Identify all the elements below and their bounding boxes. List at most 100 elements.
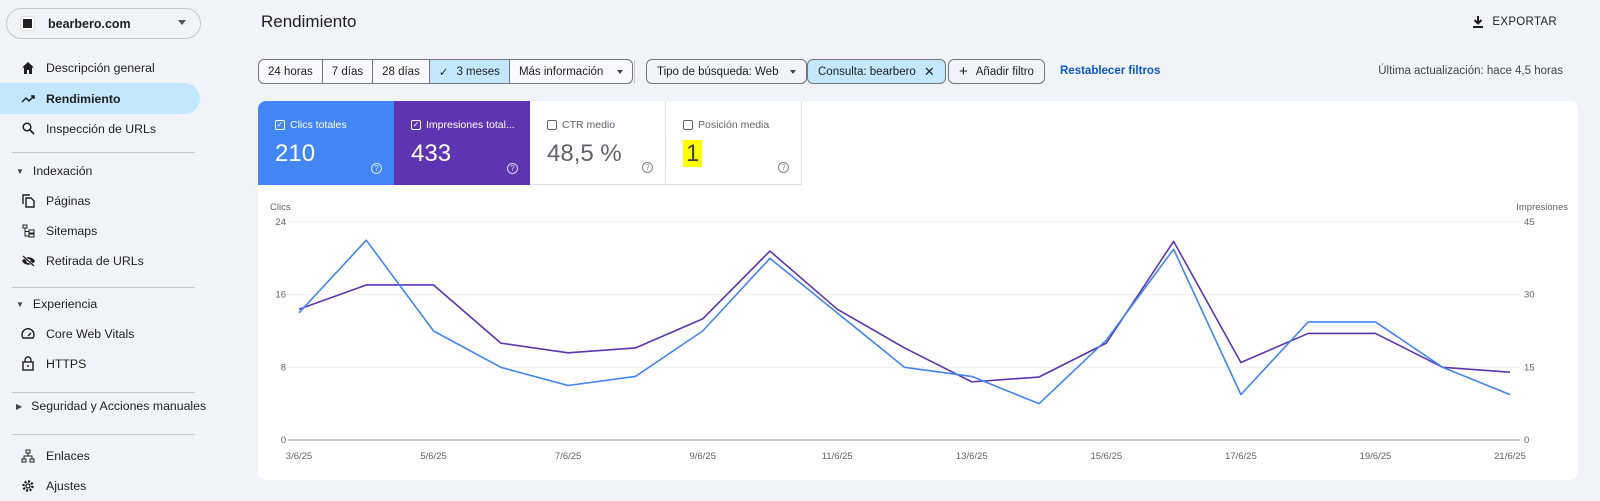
performance-chart[interactable]: 0 8 16 24 0 15 30 45 Clics Impresiones 3/6/25 5/6/2… [258,195,1578,480]
divider [12,434,195,435]
metric-ctr[interactable]: CTR medio 48,5 % ? [530,101,666,185]
metric-position[interactable]: Posición media 1 ? [666,101,802,185]
more-info-dropdown[interactable]: Más información [510,60,632,83]
nav-label: Rendimiento [46,91,121,106]
metric-clicks[interactable]: ✓ Clics totales 210 ? [258,101,394,185]
caret-down-icon: ▼ [16,166,24,176]
x-tick: 5/6/25 [420,451,446,462]
y-tick-left: 8 [281,362,286,373]
date-range-selector: 24 horas 7 días 28 días ✓ 3 meses Más inf… [258,59,634,84]
nav-core-web-vitals[interactable]: Core Web Vitals [0,318,200,349]
nav-label: Retirada de URLs [46,253,144,268]
export-label: EXPORTAR [1492,15,1557,28]
page-title: Rendimiento [261,12,357,31]
nav-retirada-urls[interactable]: Retirada de URLs [0,245,200,276]
divider [12,392,195,393]
query-filter-chip[interactable]: Consulta: bearbero ✕ [807,59,946,84]
help-icon[interactable]: ? [371,163,382,174]
nav-label: Enlaces [46,448,90,463]
gear-icon [20,478,36,494]
divider [12,152,195,153]
range-label: 3 meses [456,65,500,78]
plus-icon: + [959,63,968,80]
close-icon[interactable]: ✕ [923,63,935,79]
caret-right-icon: ▶ [16,401,23,411]
x-tick: 3/6/25 [286,451,312,462]
y-tick-left: 16 [275,290,286,301]
nav-inspeccion-urls[interactable]: Inspección de URLs [0,113,200,144]
y-tick-right: 0 [1524,435,1529,446]
nav-descripcion-general[interactable]: Descripción general [0,52,200,83]
property-selector[interactable]: bearbero.com [6,8,201,39]
checkbox-checked-icon[interactable]: ✓ [411,120,421,130]
nav-enlaces[interactable]: Enlaces [0,440,200,471]
section-experiencia[interactable]: ▼ Experiencia [16,297,97,311]
section-indexacion[interactable]: ▼ Indexación [16,164,92,178]
more-label: Más información [518,65,604,78]
chip-label: Añadir filtro [975,65,1034,78]
metric-value: 433 [411,140,452,167]
trending-up-icon [20,91,36,107]
range-7d[interactable]: 7 días [323,60,374,83]
range-28d[interactable]: 28 días [373,60,430,83]
download-icon [1473,16,1484,28]
y-axis-label-right: Impresiones [1516,202,1568,213]
nav-https[interactable]: HTTPS [0,348,200,379]
nav-label: Sitemaps [46,223,98,238]
chevron-down-icon [178,20,186,25]
help-icon[interactable]: ? [507,163,518,174]
nav-ajustes[interactable]: Ajustes [0,470,200,501]
nav-label: Ajustes [46,478,87,493]
y-tick-right: 45 [1524,217,1535,228]
caret-down-icon: ▼ [16,299,24,309]
checkbox-unchecked-icon[interactable] [547,120,557,130]
export-button[interactable]: EXPORTAR [1472,15,1557,28]
chip-label: Tipo de búsqueda: Web [657,65,779,78]
nav-paginas[interactable]: Páginas [0,185,200,216]
metric-impressions[interactable]: ✓ Impresiones total... 433 ? [394,101,530,185]
metric-value: 210 [275,140,316,167]
metric-label: Impresiones total... [426,119,515,131]
x-tick: 9/6/25 [689,451,715,462]
section-label: Experiencia [32,297,98,311]
metric-label: Posición media [698,119,770,131]
x-tick: 11/6/25 [822,451,853,462]
section-label: Indexación [32,164,93,178]
series-line-clics [298,239,1511,405]
speedometer-icon [20,326,36,342]
section-seguridad[interactable]: ▶ Seguridad y Acciones manuales [16,399,206,413]
y-axis-label-left: Clics [270,202,291,213]
add-filter-button[interactable]: + Añadir filtro [948,59,1045,84]
y-tick-left: 0 [281,435,286,446]
checkbox-unchecked-icon[interactable] [683,120,693,130]
nav-label: Descripción general [46,60,155,75]
search-type-filter[interactable]: Tipo de búsqueda: Web [646,59,808,84]
nav-label: Inspección de URLs [46,121,157,136]
nav-rendimiento[interactable]: Rendimiento [0,83,200,114]
x-tick: 13/6/25 [956,451,988,462]
chip-label: Consulta: bearbero [818,65,916,78]
nav-sitemaps[interactable]: Sitemaps [0,215,200,246]
x-tick: 21/6/25 [1494,451,1526,462]
help-icon[interactable]: ? [642,162,653,173]
reset-filters-link[interactable]: Restablecer filtros [1060,65,1161,77]
home-icon [20,60,36,76]
y-tick-right: 30 [1524,290,1535,301]
range-24h[interactable]: 24 horas [259,60,323,83]
y-tick-right: 15 [1524,362,1535,373]
metric-value: 1 [683,140,703,167]
metric-value: 48,5 % [547,140,622,167]
last-updated: Última actualización: hace 4,5 horas [1378,65,1563,77]
performance-card: ✓ Clics totales 210 ? ✓ Impresiones total.… [258,101,1578,480]
nav-label: HTTPS [46,356,87,371]
y-tick-left: 24 [275,217,286,228]
help-icon[interactable]: ? [778,162,789,173]
checkbox-checked-icon[interactable]: ✓ [275,120,285,130]
x-tick: 7/6/25 [555,451,581,462]
range-3m[interactable]: ✓ 3 meses [429,60,510,83]
check-icon: ✓ [438,66,449,79]
property-name: bearbero.com [48,16,131,31]
divider [12,287,195,288]
series-line-impresiones [298,240,1511,383]
search-icon [20,121,36,137]
